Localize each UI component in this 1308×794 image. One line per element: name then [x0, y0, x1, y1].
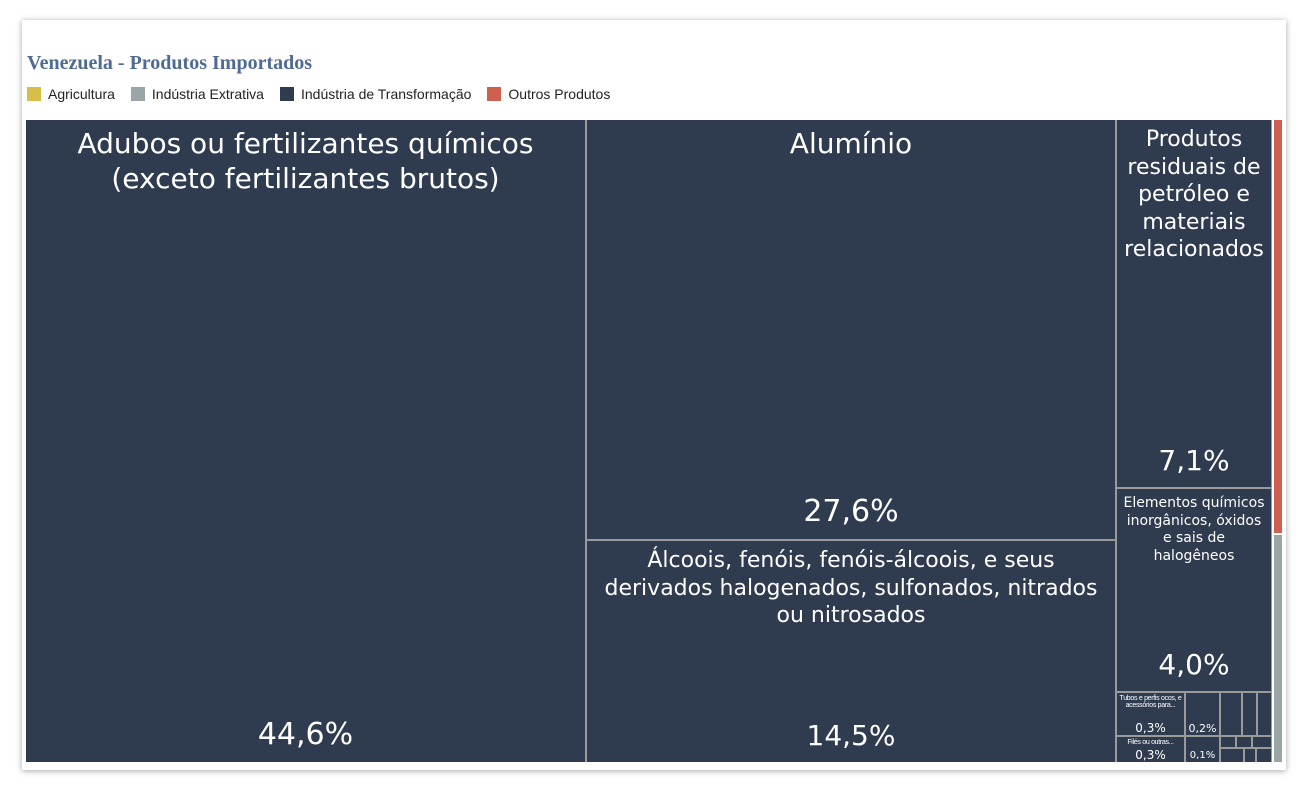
cell-label: Adubos ou fertilizantes químicos (exceto… [77, 127, 534, 195]
treemap-cell[interactable]: Álcoois, fenóis, fenóis-álcoois, e seus … [587, 541, 1115, 762]
legend-swatch [487, 87, 502, 101]
legend-item-outros[interactable]: Outros Produtos [487, 86, 610, 102]
legend-item-extrativa[interactable]: Indústria Extrativa [130, 86, 264, 102]
legend-item-transformacao[interactable]: Indústria de Transformação [279, 86, 472, 102]
cell-label: Filés ou outras... [1127, 739, 1174, 746]
legend-label: Outros Produtos [508, 86, 611, 102]
cell-value: 0,3% [1135, 721, 1166, 735]
treemap-cell[interactable]: 0,2% [1186, 693, 1219, 735]
treemap-cell[interactable]: Filés ou outras... 0,3% [1117, 737, 1184, 762]
chart-title: Venezuela - Produtos Importados [27, 52, 313, 74]
treemap-cell-small[interactable] [1257, 749, 1271, 762]
treemap-cell-small[interactable] [1221, 737, 1235, 747]
treemap-cell-small[interactable] [1221, 693, 1241, 735]
cell-label: Alumínio [789, 127, 913, 160]
cell-label: Tubos e perfis ocos, e acessórios para..… [1119, 695, 1182, 710]
category-strip-extrativa[interactable] [1274, 535, 1282, 762]
legend-swatch [27, 87, 41, 101]
category-strip-outros[interactable] [1274, 120, 1282, 533]
cell-value: 0,3% [1135, 748, 1166, 762]
legend-label: Agricultura [48, 86, 115, 102]
treemap-cell[interactable]: 0,1% [1186, 737, 1219, 762]
treemap-cell[interactable]: Adubos ou fertilizantes químicos (exceto… [26, 120, 585, 762]
cell-value: 14,5% [806, 719, 896, 752]
cell-value: 0,2% [1188, 722, 1217, 735]
legend-swatch [279, 87, 294, 101]
cell-value: 44,6% [257, 717, 354, 752]
treemap-cell[interactable]: Alumínio 27,6% [587, 120, 1115, 539]
treemap-cell-small[interactable] [1221, 749, 1243, 762]
treemap-cell-small[interactable] [1237, 737, 1251, 747]
cell-label: Elementos químicos inorgânicos, óxidos e… [1123, 495, 1265, 564]
treemap-cell-small[interactable] [1253, 737, 1271, 747]
treemap-cell[interactable]: Produtos residuais de petróleo e materia… [1117, 120, 1271, 487]
treemap-cell-small[interactable] [1243, 693, 1256, 735]
legend-item-agricultura[interactable]: Agricultura [27, 86, 115, 102]
treemap-cell[interactable]: Elementos químicos inorgânicos, óxidos e… [1117, 489, 1271, 691]
treemap-cell-small[interactable] [1245, 749, 1255, 762]
cell-value: 0,1% [1189, 750, 1216, 761]
cell-value: 27,6% [803, 494, 899, 529]
cell-label: Produtos residuais de petróleo e materia… [1124, 127, 1264, 262]
cell-value: 7,1% [1158, 444, 1230, 477]
cell-label: Álcoois, fenóis, fenóis-álcoois, e seus … [604, 548, 1098, 628]
legend-label: Indústria Extrativa [151, 86, 264, 102]
legend: Agricultura Indústria Extrativa Indústri… [27, 86, 610, 102]
legend-label: Indústria de Transformação [300, 86, 472, 102]
legend-swatch [130, 87, 145, 101]
treemap: Adubos ou fertilizantes químicos (exceto… [26, 120, 1282, 762]
cell-value: 4,0% [1158, 648, 1230, 681]
treemap-cell[interactable]: Tubos e perfis ocos, e acessórios para..… [1117, 693, 1184, 735]
treemap-cell-small[interactable] [1258, 693, 1271, 735]
